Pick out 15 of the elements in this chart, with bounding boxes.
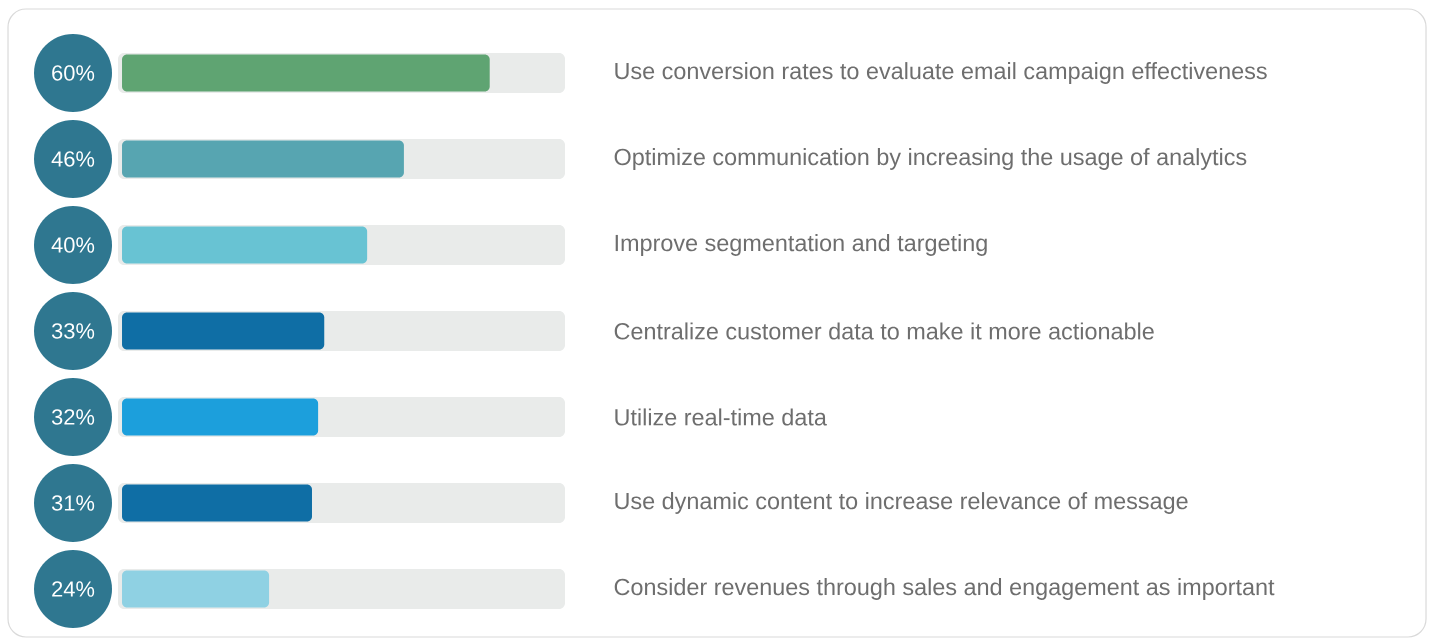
y-tick-label: Use conversion rates to evaluate email campaign effectiveness xyxy=(615,62,1267,84)
y-tick-label: Optimize communication by increasing the usage of analytics xyxy=(614,148,1247,170)
data-label: 31% xyxy=(51,495,95,511)
data-label: 24% xyxy=(52,581,95,597)
data-label: 33% xyxy=(51,323,95,339)
data-label: 32% xyxy=(51,409,95,425)
data-label: 46% xyxy=(51,151,95,167)
data-label: 60% xyxy=(52,65,95,81)
y-tick-label: Utilize real-time data xyxy=(615,408,827,426)
data-label: 40% xyxy=(51,237,95,253)
y-tick-label: Centralize customer data to make it more actionable xyxy=(614,322,1154,340)
y-tick-label: Consider revenues through sales and engagement as important xyxy=(614,578,1275,600)
bar xyxy=(122,570,270,608)
y-tick-label: Use dynamic content to increase relevance of message xyxy=(615,492,1188,514)
y-tick-label: Improve segmentation and targeting xyxy=(615,234,987,256)
